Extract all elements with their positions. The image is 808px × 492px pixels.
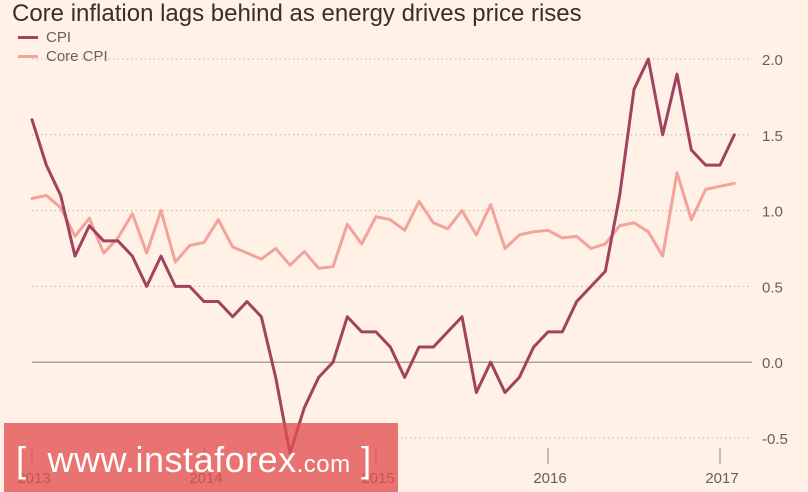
y-tick-label: 0.5	[762, 279, 783, 296]
watermark-bracket-close: ]	[361, 439, 372, 480]
series-line-cpi	[30, 57, 736, 455]
x-tick-label: 2016	[533, 470, 566, 487]
legend-swatch-cpi	[18, 36, 38, 39]
chart-title: Core inflation lags behind as energy dri…	[12, 0, 582, 27]
legend-item-core-cpi: Core CPI	[18, 47, 108, 66]
watermark-banner	[4, 423, 398, 492]
legend-item-cpi: CPI	[18, 28, 108, 47]
legend-label-core-cpi: Core CPI	[46, 48, 108, 65]
watermark-suffix: .com	[296, 451, 351, 478]
series-line-core-cpi	[30, 171, 736, 270]
y-tick-label: 2.0	[762, 52, 783, 69]
y-tick-label: 1.5	[762, 128, 783, 145]
legend-swatch-core-cpi	[18, 55, 38, 58]
y-tick-label: -0.5	[762, 431, 788, 448]
watermark-domain: www.instaforex	[47, 439, 297, 480]
x-tick-label: 2017	[705, 470, 738, 487]
legend: CPI Core CPI	[18, 28, 108, 66]
y-tick-label: 1.0	[762, 204, 783, 221]
watermark-text: [ www.instaforex.com ]	[16, 439, 372, 481]
watermark-bracket-open: [	[16, 439, 27, 480]
y-tick-label: 0.0	[762, 355, 783, 372]
legend-label-cpi: CPI	[46, 29, 72, 46]
